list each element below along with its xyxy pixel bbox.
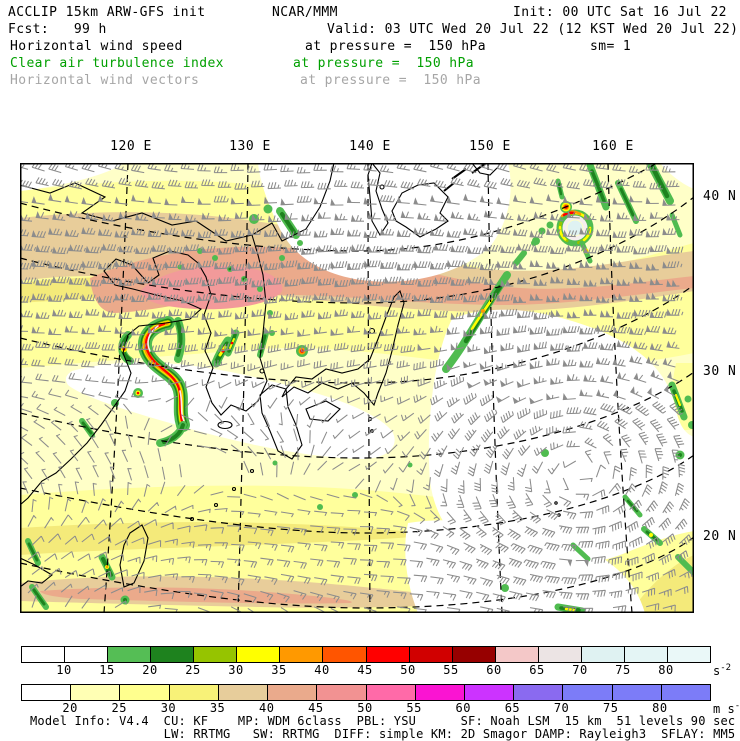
lon-tick-label: 130 E xyxy=(229,139,271,154)
colorbar-tick-label: 35 xyxy=(271,663,287,677)
colorbar-tick-label: 65 xyxy=(529,663,545,677)
weather-map xyxy=(20,163,694,613)
colorbar-tick-label: 45 xyxy=(308,701,324,715)
colorbar-cell xyxy=(22,647,65,662)
colorbar-cell xyxy=(660,685,711,700)
colorbar-tick-label: 80 xyxy=(658,663,674,677)
colorbar-unit: m s-1 xyxy=(713,701,740,716)
lon-tick-label: 150 E xyxy=(469,139,511,154)
colorbar-tick-label: 30 xyxy=(228,663,244,677)
lon-tick-label: 120 E xyxy=(110,139,152,154)
colorbar-cell xyxy=(513,685,563,700)
colorbar-tick-label: 30 xyxy=(160,701,177,715)
valid-time: Valid: 03 UTC Wed 20 Jul 22 (12 KST Wed … xyxy=(327,22,739,37)
colorbar-cell xyxy=(217,685,268,700)
colorbar-tick-label: 60 xyxy=(486,663,502,677)
model-config-line1: Model Info: V4.4 CU: KF MP: WDM 6class P… xyxy=(30,714,736,728)
colorbar-cell xyxy=(119,685,169,700)
colorbar-cell xyxy=(22,685,71,700)
colorbar-cell xyxy=(611,685,661,700)
field2-level: at pressure = 150 hPa xyxy=(293,56,474,71)
field3-level: at pressure = 150 hPa xyxy=(300,73,481,88)
colorbar-tick-label: 65 xyxy=(504,701,521,715)
colorbar-tick-label: 10 xyxy=(56,663,72,677)
colorbar-cell xyxy=(365,685,415,700)
forecast-hour: Fcst: 99 h xyxy=(8,22,107,37)
colorbar-tick-label: 55 xyxy=(443,663,459,677)
turbulence-features xyxy=(25,163,694,613)
colorbar-tick-label: 40 xyxy=(258,701,275,715)
colorbar-cell xyxy=(107,647,151,662)
colorbar-cell xyxy=(64,647,108,662)
colorbar-cell xyxy=(316,685,366,700)
colorbar-cell xyxy=(193,647,237,662)
colorbar-cell xyxy=(537,647,581,662)
colorbar-tick-label: 70 xyxy=(553,701,570,715)
colorbar-tick-label: 50 xyxy=(357,701,373,715)
wind-colorbar-labels: 20 25 30 35 40 45 50 55 60 65 70 75 80 m s-1 xyxy=(21,701,740,716)
wind-barbs xyxy=(20,163,693,613)
colorbar-cell xyxy=(463,685,514,700)
colorbar-tick-label: 75 xyxy=(602,701,619,715)
colorbar-cell xyxy=(562,685,612,700)
colorbar-tick-label: 40 xyxy=(314,663,330,677)
colorbar-tick-label: 80 xyxy=(652,701,668,715)
colorbar-cell xyxy=(70,685,120,700)
init-time: Init: 00 UTC Sat 16 Jul 22 xyxy=(513,5,727,20)
cat-colorbar-labels: 10 15 20 25 30 35 40 45 50 55 60 65 70 75 80 s-2 xyxy=(21,663,731,678)
colorbar-cell xyxy=(408,647,452,662)
field1-level: at pressure = 150 hPa xyxy=(305,39,486,54)
colorbar-cell xyxy=(150,647,194,662)
colorbar-tick-label: 20 xyxy=(62,701,78,715)
field2-label: Clear air turbulence index xyxy=(10,56,224,71)
lon-tick-label: 140 E xyxy=(349,139,391,154)
model-title: ACCLIP 15km ARW-GFS init xyxy=(8,5,206,20)
wind-colorbar xyxy=(21,684,711,701)
colorbar-tick-label: 20 xyxy=(142,663,158,677)
colorbar-cell xyxy=(494,647,538,662)
colorbar-cell xyxy=(267,685,317,700)
colorbar-tick-label: 50 xyxy=(400,663,416,677)
lat-tick-label: 30 N xyxy=(703,364,737,379)
colorbar-tick-label: 25 xyxy=(111,701,128,715)
colorbar-tick-label: 25 xyxy=(185,663,201,677)
colorbar-tick-label: 55 xyxy=(406,701,422,715)
center-name: NCAR/MMM xyxy=(272,5,338,20)
colorbar-tick-label: 60 xyxy=(455,701,472,715)
colorbar-cell xyxy=(451,647,495,662)
colorbar-tick-label: 35 xyxy=(209,701,226,715)
model-config-line2: LW: RRTMG SW: RRTMG DIFF: simple KM: 2D … xyxy=(30,727,736,741)
colorbar-unit: s-2 xyxy=(713,663,732,678)
colorbar-cell xyxy=(666,647,710,662)
colorbar-cell xyxy=(322,647,366,662)
colorbar-cell xyxy=(365,647,409,662)
map-frame xyxy=(20,163,694,613)
smooth-setting: sm= 1 xyxy=(590,39,632,54)
field3-label: Horizontal wind vectors xyxy=(10,73,200,88)
colorbar-cell xyxy=(623,647,667,662)
colorbar-cell xyxy=(168,685,218,700)
lat-tick-label: 20 N xyxy=(703,529,737,544)
field1-label: Horizontal wind speed xyxy=(10,39,183,54)
cat-colorbar xyxy=(21,646,711,663)
colorbar-cell xyxy=(580,647,624,662)
colorbar-tick-label: 15 xyxy=(99,663,115,677)
coastlines xyxy=(20,163,561,588)
colorbar-tick-label: 45 xyxy=(357,663,373,677)
colorbar-tick-label: 75 xyxy=(615,663,631,677)
lat-tick-label: 40 N xyxy=(703,189,737,204)
colorbar-cell xyxy=(236,647,280,662)
colorbar-tick-label: 70 xyxy=(572,663,588,677)
colorbar-cell xyxy=(414,685,464,700)
colorbar-cell xyxy=(279,647,323,662)
lon-tick-label: 160 E xyxy=(592,139,634,154)
